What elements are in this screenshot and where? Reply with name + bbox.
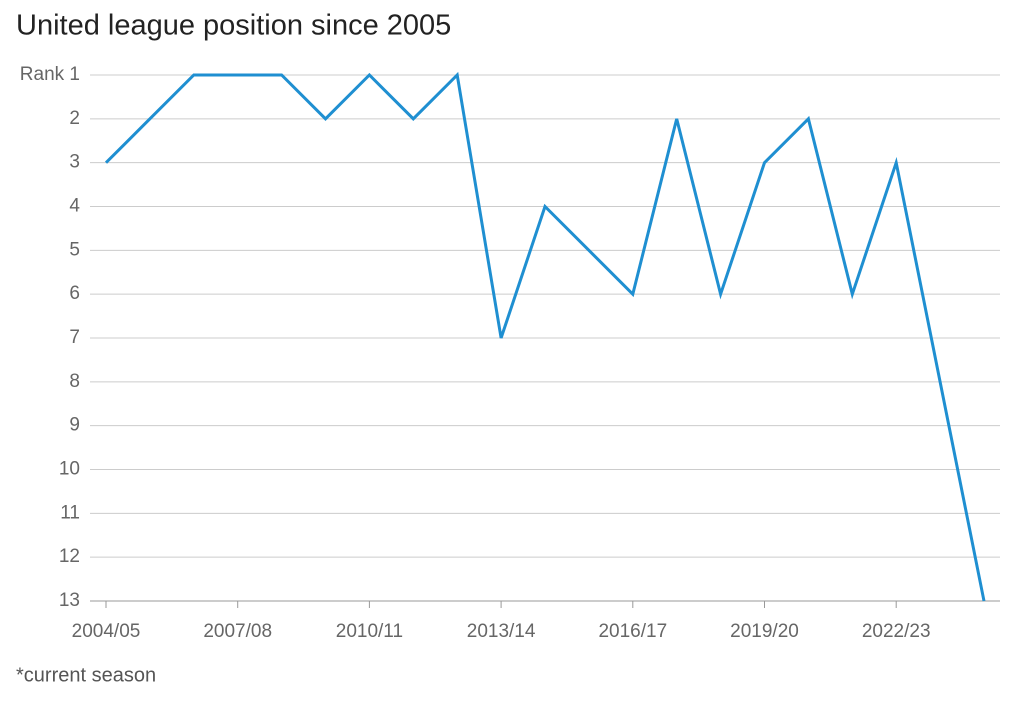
y-tick-label: 8	[69, 371, 80, 392]
y-tick-label: 12	[59, 546, 80, 567]
y-tick-label: Rank 1	[20, 64, 80, 85]
x-tick-label: 2013/14	[467, 621, 536, 642]
footnote: *current season	[16, 664, 156, 686]
x-tick-label: 2022/23	[862, 621, 931, 642]
y-tick-label: 5	[69, 239, 80, 260]
y-tick-label: 6	[69, 283, 80, 304]
y-tick-label: 13	[59, 590, 80, 611]
y-tick-label: 9	[69, 415, 80, 436]
chart-title: United league position since 2005	[16, 10, 451, 42]
y-tick-label: 10	[59, 459, 80, 480]
x-tick-label: 2007/08	[203, 621, 272, 642]
y-tick-label: 2	[69, 108, 80, 129]
y-tick-label: 4	[69, 196, 80, 217]
y-tick-label: 11	[60, 502, 80, 523]
y-tick-label: 3	[69, 152, 80, 173]
x-tick-label: 2019/20	[730, 621, 799, 642]
x-tick-label: 2010/11	[336, 621, 403, 642]
x-tick-label: 2016/17	[598, 621, 667, 642]
x-tick-label: 2004/05	[72, 621, 141, 642]
y-tick-label: 7	[69, 327, 80, 348]
line	[104, 71, 986, 602]
